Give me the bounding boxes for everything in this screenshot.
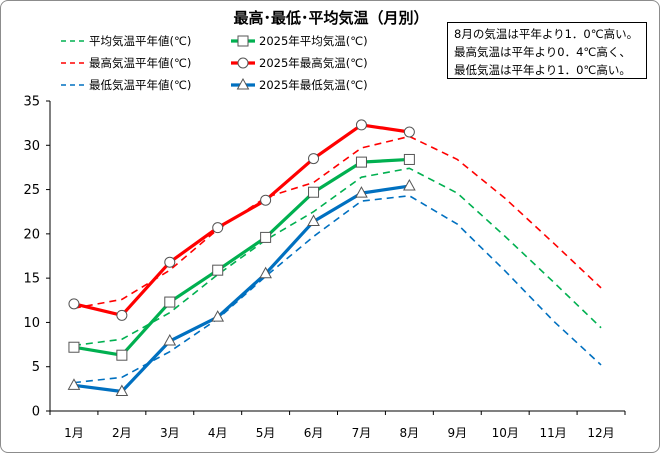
legend-label: 最高気温平年値(℃) [89,56,192,70]
legend-marker [236,77,250,90]
x-tick-label: 3月 [160,426,180,440]
legend-swatch [61,40,85,42]
legend-item: 平均気温平年値(℃) [59,33,229,49]
data-point [116,309,128,321]
x-tick-label: 6月 [304,426,324,440]
axes: 0 5 10 15 20 25 30 35 1月 2月 3月 4月 5月 6月 7月 8月 9月 10月 11月 12… [23,95,626,440]
legend-swatch [61,62,85,64]
x-tick-label: 11月 [539,426,566,440]
legend-item: 最低気温平年値(℃) [59,77,229,93]
plot-area [67,119,602,397]
data-point [164,256,176,268]
note-line-1: 8月の気温は平年より1．0℃高い。 [454,27,639,41]
data-point [68,298,80,310]
legend-label: 平均気温平年値(℃) [89,34,192,48]
data-point [307,214,320,226]
data-point [115,384,129,397]
legend-item: 2025年最低気温(℃) [229,77,399,93]
data-point [308,153,320,165]
y-tick-label: 10 [23,316,40,331]
legend-swatch [231,35,255,47]
legend-label: 2025年最低気温(℃) [259,78,368,92]
summary-note: 8月の気温は平年より1．0℃高い。 最高気温は平年より0．4℃高く、 最低気温は… [447,22,647,79]
y-tick-label: 30 [23,139,40,154]
data-point [163,333,177,346]
x-tick-label: 4月 [208,426,228,440]
x-tick-label: 8月 [400,426,420,440]
y-tick-label: 15 [23,272,40,287]
x-tick-label: 1月 [64,426,84,440]
data-point [355,156,367,168]
legend-marker [237,57,249,69]
data-point [260,231,272,243]
data-point [116,349,128,361]
series-line-ff0000-2025 [73,123,410,317]
series-line-00b050-normal [73,167,602,347]
legend-item: 2025年最高気温(℃) [229,55,399,71]
data-point [355,186,368,198]
y-tick-label: 25 [23,183,40,198]
data-point [211,310,225,322]
legend-label: 最低気温平年値(℃) [89,78,192,92]
note-line-2: 最高気温は平年より0．4℃高く、 [454,45,631,59]
legend-swatch [231,57,255,69]
y-tick-label: 20 [23,227,40,242]
x-tick-label: 2月 [112,426,132,440]
series-line-0070c0-normal [73,194,602,384]
legend-item: 2025年平均気温(℃) [229,33,399,49]
legend-label: 2025年最高気温(℃) [259,56,368,70]
y-tick-label: 0 [32,405,40,420]
series-line-ff0000-normal [73,135,602,310]
data-point [355,119,367,131]
data-point [259,266,272,279]
legend-swatch [61,84,85,86]
data-point [260,194,272,206]
data-point [212,222,224,234]
chart-title: 最高･最低･平均気温（月別） [233,9,429,27]
legend-label: 2025年平均気温(℃) [259,34,368,48]
data-point [212,264,224,276]
legend-item: 最高気温平年値(℃) [59,55,229,71]
y-tick-label: 5 [32,360,40,375]
data-point [308,186,320,198]
x-tick-label: 10月 [492,426,519,440]
data-point [67,378,81,390]
legend-marker [237,35,249,47]
series-line-00b050-2025 [73,157,410,357]
x-tick-label: 9月 [447,426,467,440]
x-tick-label: 7月 [352,426,372,440]
data-point [403,126,415,138]
series-line-0070c0-2025 [73,184,410,394]
x-tick-label: 12月 [587,426,614,440]
note-line-3: 最低気温は平年より1．0℃高い。 [454,63,631,77]
data-point [68,341,80,353]
y-tick-label: 35 [23,95,40,110]
data-point [403,153,415,165]
data-point [403,178,416,191]
data-point [164,296,176,308]
x-tick-label: 5月 [256,426,276,440]
legend-swatch [231,77,255,90]
